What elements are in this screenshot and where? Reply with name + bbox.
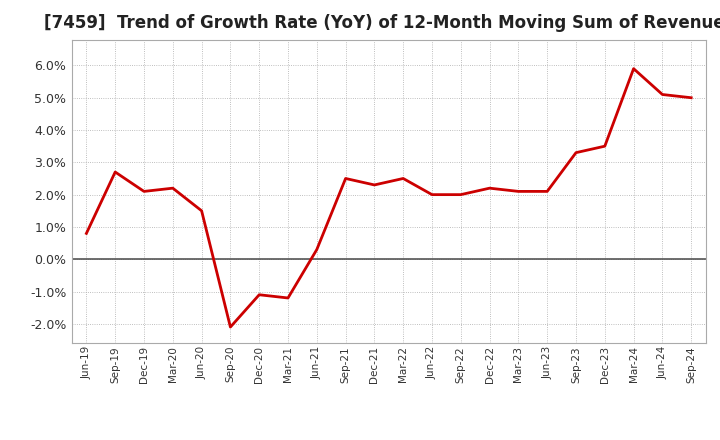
Title: [7459]  Trend of Growth Rate (YoY) of 12-Month Moving Sum of Revenues: [7459] Trend of Growth Rate (YoY) of 12-… [43,15,720,33]
